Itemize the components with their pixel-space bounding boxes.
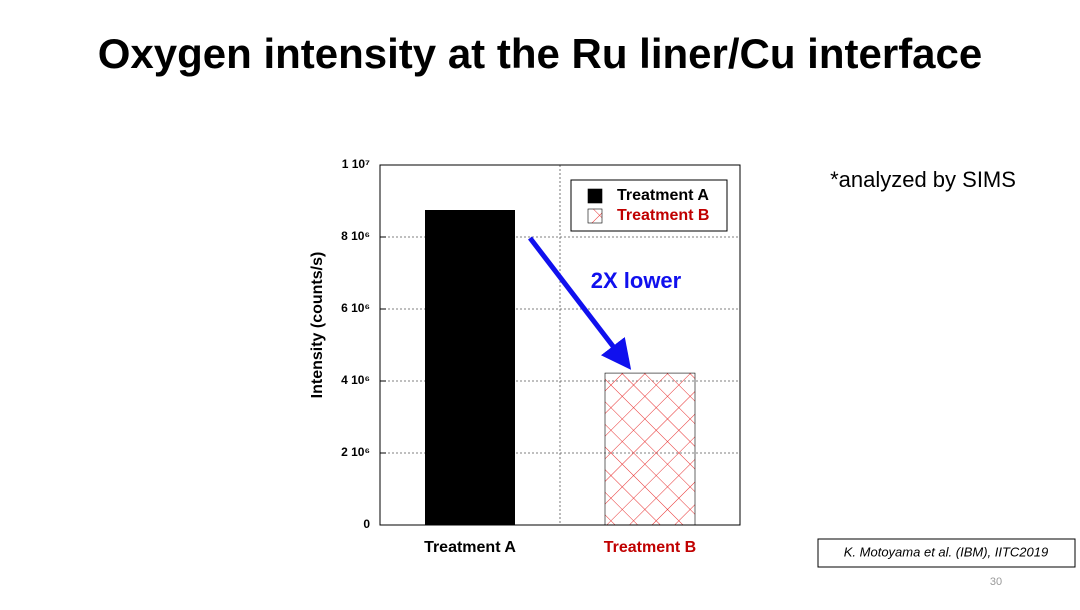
y-axis-label: Intensity (counts/s) [309, 252, 326, 399]
y-tick-label: 1 10⁷ [342, 157, 370, 171]
slide-title: Oxygen intensity at the Ru liner/Cu inte… [98, 30, 983, 77]
bar [425, 210, 515, 525]
y-tick-label: 2 10⁶ [341, 445, 370, 459]
citation: K. Motoyama et al. (IBM), IITC2019 [844, 544, 1048, 559]
plot-frame [379, 164, 741, 526]
note: *analyzed by SIMS [830, 167, 1016, 192]
legend-swatch [587, 188, 603, 204]
annotation: 2X lower [591, 268, 682, 293]
y-tick-label: 4 10⁶ [341, 373, 370, 387]
x-tick-label: Treatment A [424, 539, 516, 556]
y-tick-label: 0 [363, 517, 370, 531]
bar [604, 372, 696, 526]
y-tick-label: 6 10⁶ [341, 301, 370, 315]
x-tick-label: Treatment B [604, 539, 696, 556]
legend-label: Treatment B [617, 207, 709, 224]
page-number: 30 [990, 576, 1002, 588]
annotation-arrow [528, 236, 632, 370]
legend-swatch [587, 208, 603, 224]
legend-label: Treatment A [617, 187, 709, 204]
y-tick-label: 8 10⁶ [341, 229, 370, 243]
citation-box [817, 538, 1076, 568]
